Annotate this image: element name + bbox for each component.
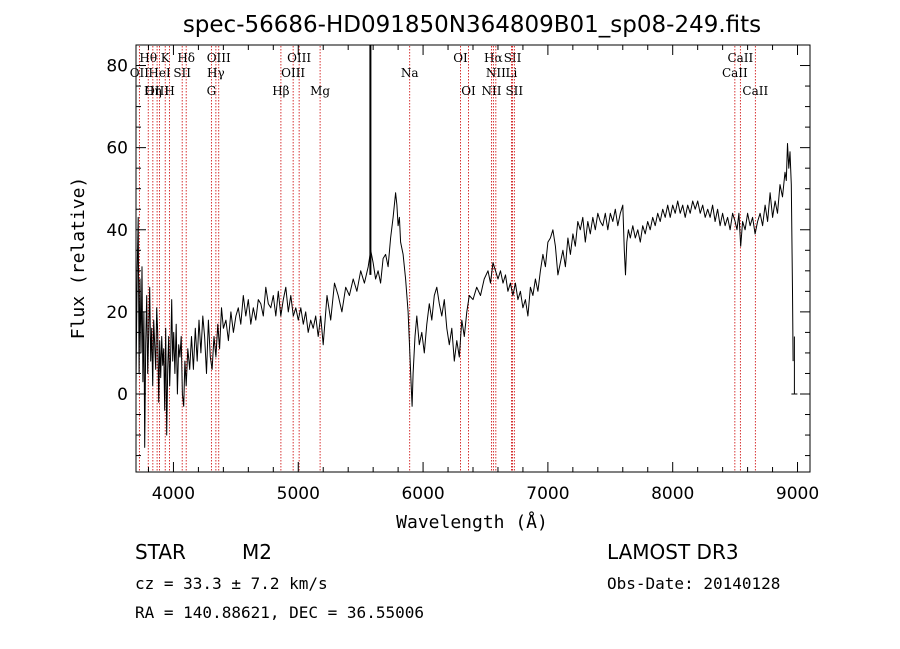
emission-line-label: OIII (207, 51, 231, 65)
emission-line-label: NII (486, 66, 506, 80)
x-tick-label: 8000 (651, 484, 694, 504)
x-tick-label: 5000 (277, 484, 320, 504)
emission-line-label: OII (130, 66, 150, 80)
emission-line-label: OI (461, 84, 476, 98)
emission-line-label: OIII (145, 84, 169, 98)
observation-date: Obs-Date: 20140128 (607, 574, 781, 593)
emission-line-label: SII (505, 84, 523, 98)
emission-line-label: Hα (484, 51, 503, 65)
emission-line-label: Hη (144, 84, 162, 98)
flux-line (135, 143, 794, 448)
emission-line-label: CaII (722, 66, 748, 80)
axis-ticks: 4000 5000 6000 7000 8000 9000 0 20 40 60 80 (106, 44, 819, 504)
x-axis-label: Wavelength (Å) (396, 511, 548, 533)
emission-line-label: NII (481, 84, 501, 98)
emission-line-label: G (207, 84, 217, 98)
x-tick-label: 6000 (401, 484, 444, 504)
object-class: STAR (135, 540, 186, 564)
emission-line-label: OI (453, 51, 468, 65)
flux-series (135, 45, 798, 448)
emission-line-label: SII (504, 51, 522, 65)
emission-line-label: CaII (727, 51, 753, 65)
coordinates: RA = 140.88621, DEC = 36.55006 (135, 603, 424, 622)
y-axis-label: Flux (relative) (68, 177, 89, 340)
y-tick-label: 60 (106, 139, 128, 159)
emission-line-label: H (164, 84, 174, 98)
x-tick-label: 7000 (526, 484, 569, 504)
emission-line-label: Li (506, 66, 518, 80)
emission-line-label: HeI (148, 66, 171, 80)
object-subclass: M2 (242, 540, 272, 564)
emission-line-label: Hβ (272, 84, 289, 98)
y-tick-label: 40 (106, 221, 128, 241)
emission-line-label: Hγ (207, 66, 225, 80)
x-tick-label: 4000 (152, 484, 195, 504)
emission-line-label: OIII (281, 66, 305, 80)
emission-line-label: CaII (742, 84, 768, 98)
emission-line-label: K (161, 51, 171, 65)
y-tick-label: 80 (106, 57, 128, 77)
emission-line-label: Hθ (139, 51, 157, 65)
chart-title: spec-56686-HD091850N364809B01_sp08-249.f… (183, 12, 761, 38)
emission-line-label: SII (173, 66, 191, 80)
y-tick-label: 0 (117, 385, 128, 405)
emission-line-label: Na (401, 66, 419, 80)
survey-name: LAMOST DR3 (607, 540, 739, 564)
plot-frame (135, 44, 811, 473)
x-tick-label: 9000 (776, 484, 819, 504)
emission-line-label: OIII (287, 51, 311, 65)
emission-line-label: Hδ (177, 51, 195, 65)
y-tick-label: 20 (106, 303, 128, 323)
redshift-value: cz = 33.3 ± 7.2 km/s (135, 574, 328, 593)
emission-line-label: Mg (310, 84, 330, 98)
